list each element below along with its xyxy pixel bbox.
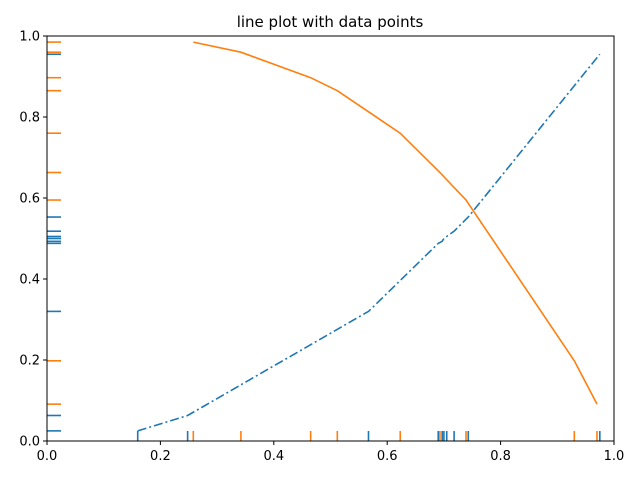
y-tick-label: 1.0 [19, 30, 40, 45]
series-line-1 [137, 53, 601, 432]
chart-title: line plot with data points [237, 13, 424, 31]
plot-area [47, 41, 601, 441]
x-tick-label: 0.8 [490, 449, 511, 464]
y-tick-label: 0.8 [19, 111, 40, 126]
y-tick-label: 0.4 [19, 273, 40, 288]
y-tick-label: 0.2 [19, 354, 40, 369]
y-tick-label: 0.0 [19, 435, 40, 450]
x-tick-label: 1.0 [604, 449, 625, 464]
x-tick-label: 0.6 [377, 449, 398, 464]
x-tick-label: 0.0 [37, 449, 58, 464]
axes-frame [46, 35, 615, 442]
x-tick-label: 0.2 [150, 449, 171, 464]
y-tick-label: 0.6 [19, 192, 40, 207]
axes: 0.0 0.2 0.4 0.6 0.8 1.0 0.0 0.2 0.4 0.6 0.8 1.0 [19, 30, 624, 465]
x-tick-label: 0.4 [263, 449, 284, 464]
series-line-2 [193, 41, 598, 405]
